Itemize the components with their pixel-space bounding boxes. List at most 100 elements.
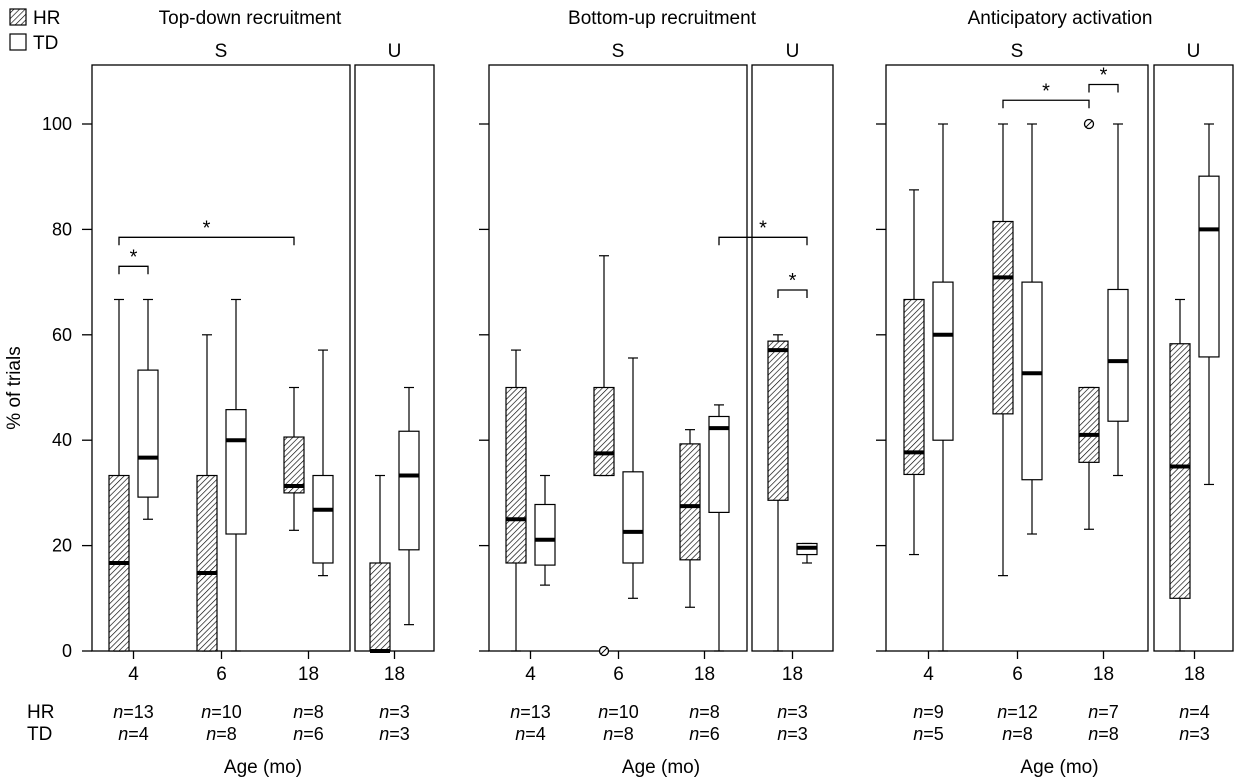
n-td-label: n=6 <box>293 724 324 744</box>
frame-s <box>488 64 748 652</box>
box-iqr <box>708 415 730 513</box>
n-td-label: n=6 <box>689 724 720 744</box>
box-hr <box>679 429 701 608</box>
legend: HR TD <box>9 8 60 54</box>
x-tick-label: 6 <box>1012 664 1023 685</box>
n-hr-label: n=13 <box>510 702 551 722</box>
box-td <box>1198 123 1220 486</box>
x-tick-label: 18 <box>694 664 715 685</box>
n-td-label: n=5 <box>913 724 944 744</box>
box-hr <box>903 189 925 556</box>
box-hr <box>593 255 615 657</box>
box-td <box>1107 123 1129 477</box>
n-td-label: n=8 <box>1088 724 1119 744</box>
box-iqr <box>283 436 305 494</box>
x-tick-label: 4 <box>525 664 536 685</box>
n-hr-label: n=9 <box>913 702 944 722</box>
group-label: U <box>1187 41 1201 62</box>
x-axis-label: Age (mo) <box>1020 757 1098 778</box>
box-iqr <box>534 503 556 566</box>
group-label: U <box>388 41 402 62</box>
x-tick-label: 4 <box>923 664 934 685</box>
x-tick-label: 18 <box>1093 664 1114 685</box>
group-label: S <box>1011 41 1024 62</box>
n-td-label: n=8 <box>603 724 634 744</box>
group-label: S <box>612 41 625 62</box>
significance-star: * <box>789 270 797 292</box>
n-td-label: n=8 <box>1002 724 1033 744</box>
box-td <box>137 298 159 520</box>
bracket-line <box>777 289 808 299</box>
n-hr-label: n=8 <box>689 702 720 722</box>
n-hr-label: n=3 <box>379 702 410 722</box>
box-iqr <box>1078 386 1100 463</box>
box-td <box>398 386 420 626</box>
x-tick-label: 6 <box>613 664 624 685</box>
x-tick-label: 18 <box>782 664 803 685</box>
box-hr <box>505 349 527 652</box>
box-iqr <box>593 386 615 477</box>
frame-s <box>91 64 351 652</box>
box-iqr <box>1021 281 1043 481</box>
x-axis-label: Age (mo) <box>224 757 302 778</box>
n-td-label: n=3 <box>379 724 410 744</box>
box-td <box>796 542 818 564</box>
box-hr <box>108 298 130 652</box>
panel-title: Anticipatory activation <box>968 8 1153 29</box>
significance-bracket: * <box>777 270 808 299</box>
box-iqr <box>369 562 391 652</box>
panel-title: Top-down recruitment <box>159 8 342 29</box>
n-td-label: n=8 <box>206 724 237 744</box>
x-tick-label: 18 <box>298 664 319 685</box>
significance-bracket: * <box>1002 80 1090 109</box>
bracket-line <box>118 236 295 246</box>
n-hr-label: n=13 <box>113 702 154 722</box>
frame-u <box>751 64 834 652</box>
box-iqr <box>1107 288 1129 422</box>
significance-bracket: * <box>118 217 295 246</box>
legend-hr-label: HR <box>33 8 60 29</box>
box-td <box>312 349 334 577</box>
y-tick-label: 80 <box>52 219 72 239</box>
n-hr-label: n=8 <box>293 702 324 722</box>
group-label: S <box>215 41 228 62</box>
x-tick-label: 6 <box>216 664 227 685</box>
legend-hr-swatch <box>9 8 27 26</box>
x-tick-label: 18 <box>1184 664 1205 685</box>
box-td <box>1021 123 1043 535</box>
y-tick-label: 0 <box>62 641 72 661</box>
group-label: U <box>786 41 800 62</box>
box-td <box>622 357 644 599</box>
box-td <box>225 298 247 652</box>
n-hr-label: n=12 <box>997 702 1038 722</box>
bracket-line <box>718 236 808 246</box>
box-iqr <box>1198 175 1220 358</box>
box-iqr <box>767 340 789 501</box>
box-td <box>534 474 556 586</box>
box-hr <box>1169 298 1191 652</box>
box-iqr <box>312 474 334 564</box>
box-td <box>932 123 954 652</box>
frame-u <box>354 64 435 652</box>
bracket-line <box>118 265 149 275</box>
y-tick-label: 100 <box>42 114 72 134</box>
box-iqr <box>137 369 159 498</box>
box-iqr <box>1169 343 1191 599</box>
y-tick-label: 20 <box>52 536 72 556</box>
y-tick-label: 40 <box>52 430 72 450</box>
box-iqr <box>398 430 420 551</box>
n-td-label: n=4 <box>515 724 546 744</box>
box-iqr <box>622 471 644 564</box>
box-iqr <box>992 220 1014 415</box>
significance-star: * <box>1100 64 1108 86</box>
x-tick-label: 18 <box>384 664 405 685</box>
y-axis-label: % of trials <box>4 346 25 429</box>
legend-td-label: TD <box>33 33 58 54</box>
outlier-mark <box>600 647 608 655</box>
box-hr <box>992 123 1014 577</box>
significance-star: * <box>203 217 211 239</box>
significance-star: * <box>759 217 767 239</box>
box-iqr <box>505 386 527 564</box>
